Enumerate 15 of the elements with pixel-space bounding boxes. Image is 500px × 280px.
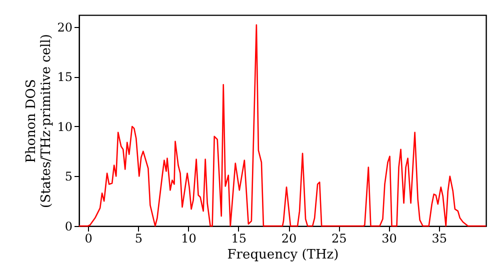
- x-tick-label: 20: [281, 232, 297, 246]
- y-tick-label: 15: [57, 70, 72, 84]
- x-tick-label: 0: [84, 232, 92, 246]
- x-tick-label: 10: [181, 232, 196, 246]
- x-tick-label: 25: [331, 232, 347, 246]
- y-tick-label: 0: [64, 220, 72, 234]
- y-tick-label: 5: [64, 170, 72, 184]
- y-tick-label: 20: [57, 20, 72, 34]
- x-tick-label: 35: [432, 232, 448, 246]
- y-axis-title: Phonon DOS (States/THz·primitive cell): [24, 34, 54, 208]
- x-tick-label: 30: [382, 232, 397, 246]
- x-axis-title: Frequency (THz): [227, 248, 339, 262]
- x-tick-label: 15: [231, 232, 247, 246]
- x-tick-label: 5: [134, 232, 142, 246]
- y-tick-label: 10: [57, 120, 72, 134]
